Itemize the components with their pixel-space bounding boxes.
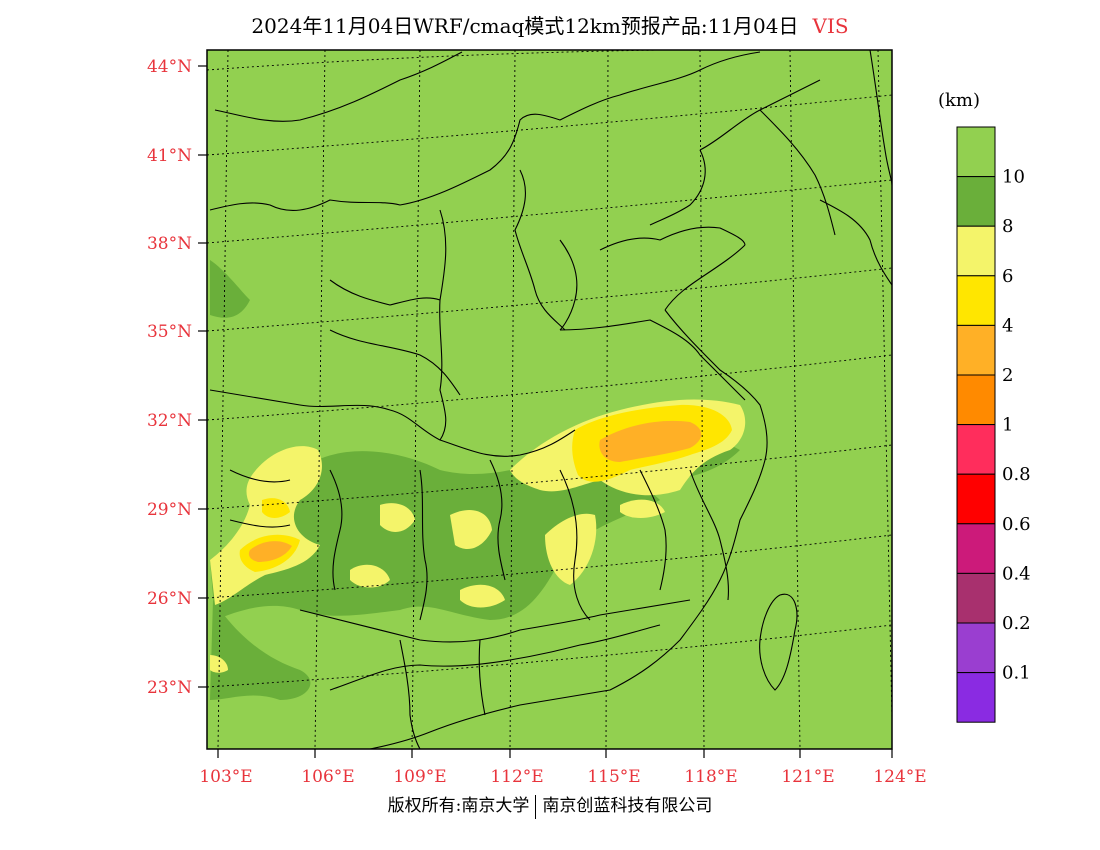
vis-2-4km-regions xyxy=(248,420,702,562)
colorbar-swatch xyxy=(956,622,996,674)
colorbar-swatch xyxy=(956,374,996,426)
lon-label-121: 121°E xyxy=(781,767,834,787)
graticule xyxy=(207,50,892,749)
map-background xyxy=(207,50,892,749)
colorbar-swatch xyxy=(956,176,996,227)
visibility-field xyxy=(210,260,746,700)
lon-label-106: 106°E xyxy=(301,767,354,787)
credit-left: 版权所有:南京大学 xyxy=(387,796,530,816)
map-frame xyxy=(206,49,893,750)
copyright-credit: 版权所有:南京大学 南京创蓝科技有限公司 xyxy=(0,791,1100,819)
lon-label-103: 103°E xyxy=(199,767,252,787)
map-title: 2024年11月04日WRF/cmaq模式12km预报产品:11月04日 VIS xyxy=(0,10,1100,39)
lat-label-29: 29°N xyxy=(147,500,192,520)
coastline xyxy=(369,50,892,749)
lon-label-115: 115°E xyxy=(587,767,640,787)
colorbar-label: 0.8 xyxy=(1002,464,1031,485)
colorbar-swatch xyxy=(956,126,996,178)
colorbar-label: 0.4 xyxy=(1002,563,1031,584)
lat-label-41: 41°N xyxy=(147,146,192,166)
colorbar-label: 1 xyxy=(1002,415,1013,436)
lon-label-109: 109°E xyxy=(393,767,446,787)
title-main: 2024年11月04日WRF/cmaq模式12km预报产品:11月04日 xyxy=(251,14,799,38)
lon-label-112: 112°E xyxy=(490,767,543,787)
lon-label-124: 124°E xyxy=(873,767,926,787)
lat-label-44: 44°N xyxy=(147,57,192,77)
colorbar-swatch xyxy=(956,324,996,376)
colorbar-label: 6 xyxy=(1002,266,1013,287)
title-variable: VIS xyxy=(812,14,849,38)
colorbar-swatch xyxy=(956,523,996,574)
lat-label-32: 32°N xyxy=(147,411,192,431)
colorbar-label: 0.1 xyxy=(1002,663,1031,684)
colorbar: 10 8 6 4 2 1 0.8 0.6 0.4 0.2 0.1 xyxy=(956,126,1031,723)
colorbar-swatch xyxy=(956,424,996,475)
colorbar-swatch xyxy=(956,572,996,624)
lon-label-118: 118°E xyxy=(684,767,737,787)
colorbar-label: 10 xyxy=(1002,167,1025,188)
lat-label-38: 38°N xyxy=(147,234,192,254)
colorbar-swatch xyxy=(956,225,996,277)
province-boundaries xyxy=(209,51,761,749)
colorbar-label: 2 xyxy=(1002,365,1013,386)
lat-label-35: 35°N xyxy=(147,322,192,342)
colorbar-label: 0.2 xyxy=(1002,613,1031,634)
lat-label-26: 26°N xyxy=(147,589,192,609)
colorbar-label: 4 xyxy=(1002,315,1013,336)
colorbar-unit: (km) xyxy=(938,90,981,111)
colorbar-swatch xyxy=(956,473,996,525)
lat-label-23: 23°N xyxy=(147,678,192,698)
colorbar-label: 0.6 xyxy=(1002,514,1031,535)
colorbar-swatch xyxy=(956,672,996,723)
longitude-axis: 103°E 106°E 109°E 112°E 115°E 118°E 121°… xyxy=(199,749,927,787)
colorbar-swatch xyxy=(956,275,996,326)
latitude-axis: 44°N 41°N 38°N 35°N 32°N 29°N 26°N 23°N xyxy=(147,57,207,698)
credit-right: 南京创蓝科技有限公司 xyxy=(542,796,713,816)
colorbar-label: 8 xyxy=(1002,216,1013,237)
credit-separator xyxy=(535,794,537,819)
